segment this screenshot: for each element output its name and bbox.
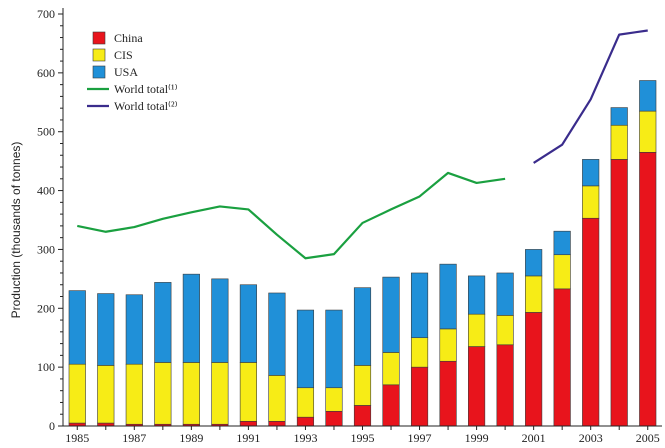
x-tick-label-2001: 2001 xyxy=(522,431,546,445)
bar-cis-2000 xyxy=(496,315,514,346)
bar-usa-1999 xyxy=(468,275,486,315)
y-tick-label-700: 700 xyxy=(37,7,55,21)
bar-usa-2005 xyxy=(639,80,657,112)
legend-swatch-cis xyxy=(92,48,106,62)
bar-cis-2001 xyxy=(525,275,543,313)
bar-china-1995 xyxy=(353,405,372,427)
bar-china-1997 xyxy=(410,366,429,427)
x-tick-label-1997: 1997 xyxy=(408,431,432,445)
bar-china-1996 xyxy=(382,384,400,427)
bar-usa-2001 xyxy=(525,249,543,277)
legend-swatch-usa xyxy=(92,65,106,79)
x-tick-label-1999: 1999 xyxy=(465,431,489,445)
series-lines xyxy=(77,29,648,260)
bar-cis-1989 xyxy=(182,362,200,425)
line-world-total-2 xyxy=(533,29,648,164)
bar-china-2001 xyxy=(525,312,543,427)
bar-cis-2003 xyxy=(582,185,600,219)
bar-china-2000 xyxy=(496,344,514,427)
bar-cis-2005 xyxy=(639,110,657,153)
x-tick-label-1985: 1985 xyxy=(65,431,89,445)
legend-label-china: China xyxy=(114,31,143,45)
bar-cis-1996 xyxy=(382,352,400,386)
bar-usa-1986 xyxy=(97,293,115,366)
bar-cis-2004 xyxy=(610,124,628,160)
bar-cis-1998 xyxy=(439,328,457,362)
legend-swatch-china xyxy=(92,31,106,45)
bar-china-1991 xyxy=(239,420,257,427)
bar-usa-2000 xyxy=(496,272,514,316)
bar-cis-1988 xyxy=(154,362,172,425)
bar-china-1998 xyxy=(439,360,457,427)
line-world-total-1 xyxy=(77,171,506,260)
bar-cis-1999 xyxy=(468,313,486,347)
x-tick-label-1995: 1995 xyxy=(351,431,375,445)
bar-cis-1995 xyxy=(353,365,372,406)
bar-usa-1994 xyxy=(325,309,343,389)
bar-cis-1997 xyxy=(410,337,429,368)
bar-usa-1998 xyxy=(439,263,457,330)
bar-cis-1987 xyxy=(125,363,143,425)
bar-usa-1987 xyxy=(125,294,143,365)
x-tick-label-2005: 2005 xyxy=(636,431,660,445)
legend-label-usa: USA xyxy=(114,65,138,79)
bar-usa-2004 xyxy=(610,107,628,126)
y-tick-label-500: 500 xyxy=(37,125,55,139)
y-tick-label-400: 400 xyxy=(37,184,55,198)
bar-cis-1993 xyxy=(296,387,315,418)
bar-cis-1994 xyxy=(325,387,343,412)
x-tick-label-1989: 1989 xyxy=(179,431,203,445)
bar-cis-1992 xyxy=(268,375,286,422)
bar-china-2002 xyxy=(553,288,571,427)
bar-china-1994 xyxy=(325,410,343,427)
legend-label-world-total-1: World total⁽¹⁾ xyxy=(114,82,178,96)
bars xyxy=(68,80,657,427)
y-axis-label: Production (thousands of tonnes) xyxy=(9,142,23,319)
bar-china-1992 xyxy=(268,420,286,427)
bar-china-2005 xyxy=(639,152,657,427)
x-tick-label-1987: 1987 xyxy=(122,431,146,445)
bar-usa-1988 xyxy=(154,282,172,363)
y-tick-label-100: 100 xyxy=(37,360,55,374)
bar-cis-1985 xyxy=(68,363,86,424)
bar-china-2003 xyxy=(582,217,600,427)
bar-usa-1992 xyxy=(268,292,286,376)
bar-usa-1991 xyxy=(239,284,257,363)
x-tick-label-1993: 1993 xyxy=(293,431,317,445)
bar-cis-2002 xyxy=(553,254,571,290)
bar-usa-2003 xyxy=(582,159,600,187)
x-tick-label-1991: 1991 xyxy=(236,431,260,445)
bar-china-1999 xyxy=(468,346,486,427)
bar-usa-1995 xyxy=(353,287,372,366)
x-tick-label-2003: 2003 xyxy=(579,431,603,445)
bar-usa-1990 xyxy=(211,278,229,363)
bar-usa-1985 xyxy=(68,290,86,365)
legend: China CIS USA World total⁽¹⁾ World total⁽²⁾ xyxy=(87,31,178,113)
bar-usa-1996 xyxy=(382,276,400,353)
y-tick-label-300: 300 xyxy=(37,242,55,256)
bar-china-1993 xyxy=(296,416,315,427)
bar-usa-1989 xyxy=(182,273,200,363)
bar-cis-1990 xyxy=(211,362,229,425)
y-tick-label-200: 200 xyxy=(37,301,55,315)
bar-cis-1991 xyxy=(239,362,257,422)
legend-label-cis: CIS xyxy=(114,48,133,62)
bar-usa-1997 xyxy=(410,272,429,339)
bar-cis-1986 xyxy=(97,365,115,424)
bar-usa-1993 xyxy=(296,309,315,389)
legend-label-world-total-2: World total⁽²⁾ xyxy=(114,99,178,113)
y-tick-label-0: 0 xyxy=(49,419,55,433)
bar-china-2004 xyxy=(610,159,628,427)
y-tick-label-600: 600 xyxy=(37,66,55,80)
bar-usa-2002 xyxy=(553,230,571,256)
axes: 0 100 200 300 400 500 600 700 1985 1987 1989 1991 19… xyxy=(37,7,662,445)
